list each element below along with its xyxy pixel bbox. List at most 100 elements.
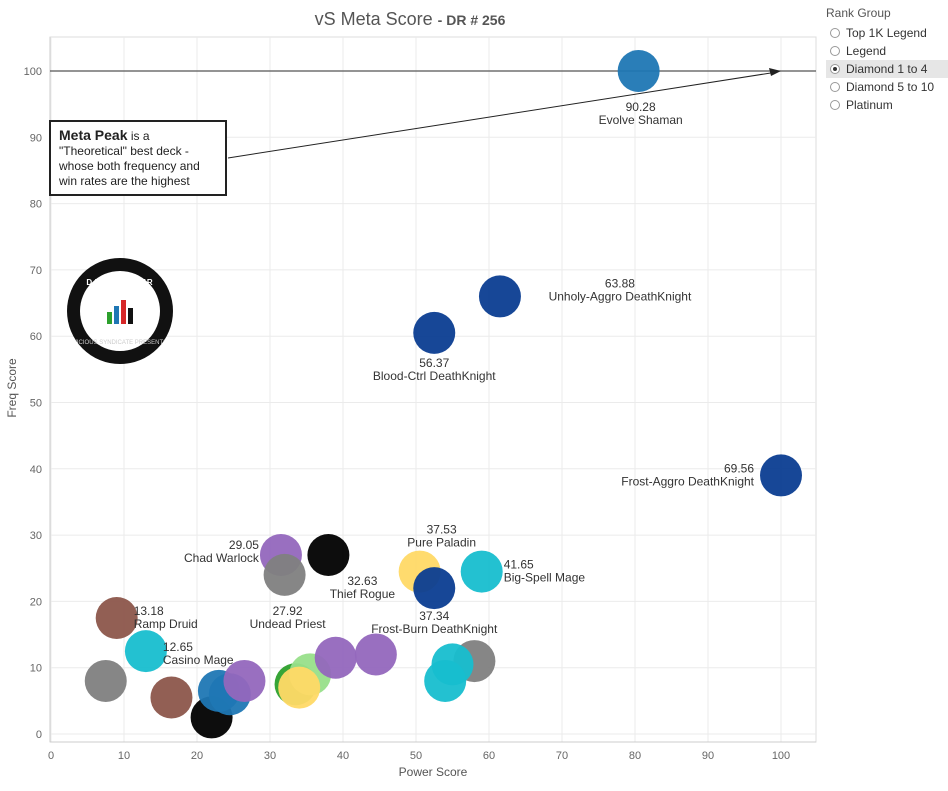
legend-option-top-1k-legend[interactable]: Top 1K Legend <box>826 24 948 42</box>
data-label-name: Big-Spell Mage <box>504 571 586 585</box>
chart-title-sub: - DR # 256 <box>437 12 506 28</box>
data-label-score: 13.18 <box>134 604 164 618</box>
data-label-score: 56.37 <box>419 356 449 370</box>
data-label-score: 12.65 <box>163 640 193 654</box>
data-label-score: 41.65 <box>504 558 534 572</box>
radio-selected-icon[interactable] <box>830 64 840 74</box>
data-label-name: Ramp Druid <box>134 617 198 631</box>
x-tick-label: 50 <box>410 750 422 762</box>
data-label-score: 37.34 <box>419 609 449 623</box>
data-label-name: Thief Rogue <box>330 587 396 601</box>
logo-text: DATA REAPER REPORT <box>86 278 154 296</box>
data-label-score: 32.63 <box>347 574 377 588</box>
x-tick-label: 30 <box>264 750 276 762</box>
legend-option-label: Top 1K Legend <box>846 26 927 40</box>
x-tick-label: 60 <box>483 750 495 762</box>
x-axis-label: Power Score <box>399 765 468 779</box>
x-tick-label: 10 <box>118 750 130 762</box>
data-label-name: Chad Warlock <box>184 551 260 565</box>
data-point <box>413 567 456 610</box>
bar-chart-icon <box>107 300 133 324</box>
x-tick-label: 0 <box>48 750 54 762</box>
arrow-head-icon <box>769 68 781 76</box>
data-label-name: Pure Paladin <box>407 536 476 550</box>
y-axis-label: Freq Score <box>5 358 19 418</box>
y-tick-label: 30 <box>30 530 42 542</box>
legend-option-label: Legend <box>846 44 887 58</box>
x-tick-label: 70 <box>556 750 568 762</box>
data-label-score: 90.28 <box>626 100 656 114</box>
y-tick-label: 10 <box>30 663 42 675</box>
annotation-text1: is a <box>127 129 150 143</box>
data-point <box>314 636 357 679</box>
legend-option-platinum[interactable]: Platinum <box>826 96 948 114</box>
data-label-name: Blood-Ctrl DeathKnight <box>373 369 496 383</box>
data-label-score: 63.88 <box>605 276 635 290</box>
annotation-text4: win rates are the highest <box>59 174 190 188</box>
x-tick-label: 100 <box>772 750 790 762</box>
meta-peak-reference <box>50 68 816 159</box>
data-label-name: Frost-Burn DeathKnight <box>371 622 498 636</box>
annotation-text2: "Theoretical" best deck - <box>59 144 189 158</box>
data-points <box>84 50 802 739</box>
legend-title: Rank Group <box>826 6 891 20</box>
radio-icon[interactable] <box>830 82 840 92</box>
data-point <box>424 659 467 702</box>
meta-peak-annotation: Meta Peak is a "Theoretical" best deck -… <box>49 120 227 196</box>
x-tick-label: 90 <box>702 750 714 762</box>
legend-option-label: Diamond 1 to 4 <box>846 62 928 76</box>
legend-option-label: Platinum <box>846 98 893 112</box>
x-tick-label: 40 <box>337 750 349 762</box>
annotation-arrow <box>227 71 778 159</box>
legend-option-label: Diamond 5 to 10 <box>846 80 935 94</box>
data-label-name: Casino Mage <box>163 653 234 667</box>
y-tick-label: 20 <box>30 596 42 608</box>
data-label-name: Unholy-Aggro DeathKnight <box>549 289 692 303</box>
logo-subtext: VICIOUS SYNDICATE PRESENTS <box>72 340 168 346</box>
x-tick-label: 20 <box>191 750 203 762</box>
data-point <box>617 50 660 92</box>
chart-title: vS Meta Score - DR # 256 <box>0 9 820 30</box>
y-tick-label: 90 <box>30 132 42 144</box>
data-point <box>354 633 397 676</box>
y-tick-label: 70 <box>30 265 42 277</box>
x-tick-label: 80 <box>629 750 641 762</box>
legend-option-legend[interactable]: Legend <box>826 42 948 60</box>
y-tick-label: 50 <box>30 398 42 410</box>
y-tick-label: 0 <box>36 729 42 741</box>
data-point <box>263 553 306 596</box>
data-reaper-logo: DATA REAPER REPORT VICIOUS SYNDICATE PRE… <box>67 258 173 364</box>
data-label-score: 69.56 <box>724 461 754 475</box>
data-point <box>307 533 350 576</box>
data-point <box>760 454 802 497</box>
data-point <box>84 659 127 702</box>
logo-inner <box>80 271 160 351</box>
data-point <box>150 676 193 719</box>
data-label-score: 27.92 <box>273 604 303 618</box>
y-tick-label: 80 <box>30 199 42 211</box>
data-point <box>478 275 521 318</box>
radio-icon[interactable] <box>830 28 840 38</box>
data-point <box>278 666 321 709</box>
data-label-score: 37.53 <box>427 523 457 537</box>
radio-icon[interactable] <box>830 46 840 56</box>
radio-icon[interactable] <box>830 100 840 110</box>
data-point <box>413 311 456 354</box>
rank-group-legend: Rank Group Top 1K Legend Legend Diamond … <box>826 6 948 114</box>
data-label-name: Frost-Aggro DeathKnight <box>621 474 754 488</box>
data-point <box>95 596 138 639</box>
y-tick-label: 60 <box>30 331 42 343</box>
data-label-name: Undead Priest <box>250 617 327 631</box>
legend-option-diamond-5-to-10[interactable]: Diamond 5 to 10 <box>826 78 948 96</box>
data-point <box>124 630 167 673</box>
chart-title-main: vS Meta Score <box>314 9 433 29</box>
y-tick-label: 100 <box>24 66 42 78</box>
data-point <box>460 550 503 593</box>
y-tick-label: 40 <box>30 464 42 476</box>
data-label-name: Evolve Shaman <box>599 113 683 127</box>
annotation-text3: whose both frequency and <box>59 159 200 173</box>
data-label-score: 29.05 <box>229 538 259 552</box>
legend-option-diamond-1-to-4[interactable]: Diamond 1 to 4 <box>826 60 948 78</box>
